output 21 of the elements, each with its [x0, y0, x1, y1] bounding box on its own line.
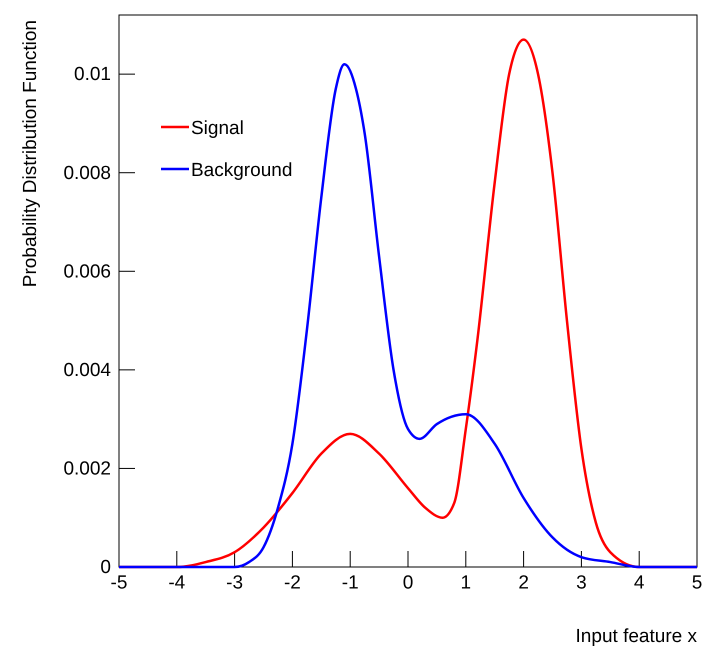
y-axis-title: Probability Distribution Function — [20, 20, 41, 288]
y-tick-label: 0.004 — [63, 360, 112, 381]
legend-label: Signal — [191, 118, 244, 139]
y-tick-label: 0 — [100, 557, 111, 578]
x-tick-label: -5 — [110, 572, 128, 594]
y-tick-label: 0.002 — [63, 458, 111, 480]
x-tick-label: -1 — [342, 572, 359, 594]
x-tick-label: 1 — [460, 572, 472, 594]
x-tick-label: 4 — [634, 572, 645, 594]
x-tick-label: 5 — [692, 572, 702, 594]
x-tick-label: -4 — [168, 572, 186, 594]
x-tick-label: 0 — [402, 572, 414, 594]
y-tick-label: 0.008 — [63, 162, 111, 184]
x-tick-label: 3 — [576, 572, 587, 594]
x-tick-label: -2 — [284, 572, 301, 594]
y-tick-label: 0.01 — [74, 64, 111, 86]
x-tick-label: 2 — [518, 572, 529, 594]
x-axis-title: Input feature x — [576, 626, 698, 647]
x-tick-label: -3 — [226, 572, 244, 594]
y-tick-label: 0.006 — [63, 261, 111, 282]
legend-label: Background — [191, 160, 292, 181]
